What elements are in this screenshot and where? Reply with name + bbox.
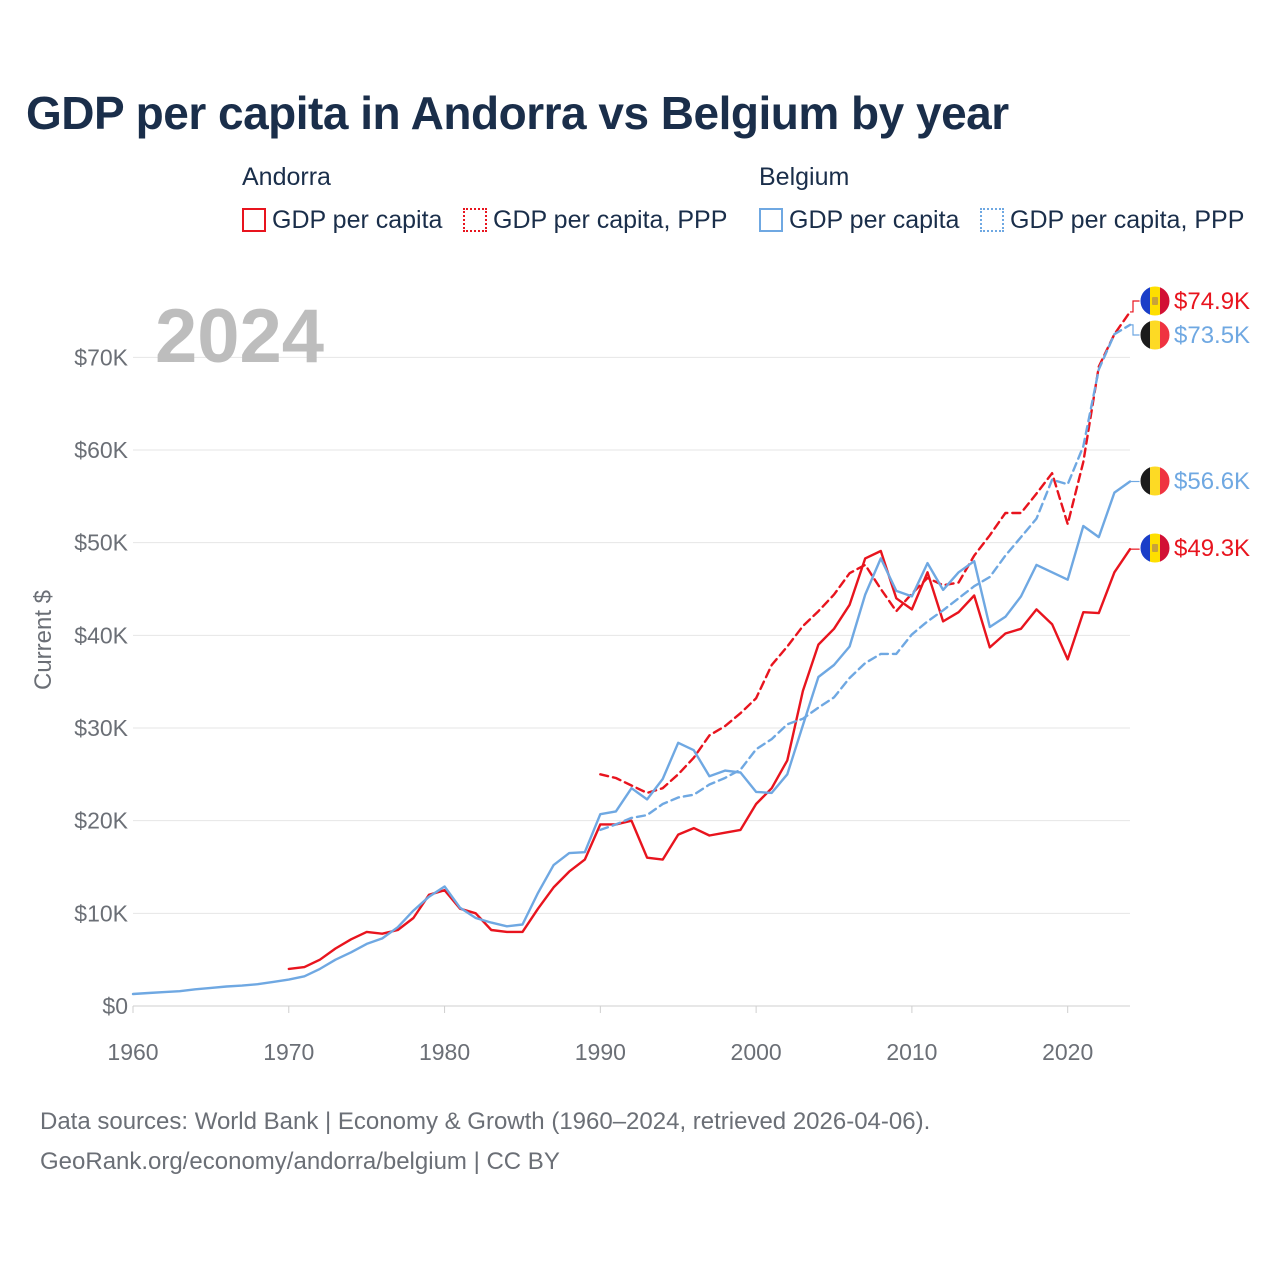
legend-group-andorra: Andorra xyxy=(242,163,331,191)
series-line-0 xyxy=(287,548,1132,971)
legend-label: GDP per capita, PPP xyxy=(1010,205,1245,234)
label-leader-line xyxy=(1130,300,1140,313)
y-tick-label: $40K xyxy=(74,622,128,648)
x-tick-label: 1980 xyxy=(419,1039,470,1065)
flag-stripe xyxy=(1140,320,1150,350)
flag-ring xyxy=(1139,285,1171,317)
y-tick-label: $50K xyxy=(74,530,128,556)
line-chart: 2024 $0 $10K $20K $30K $40K $50K $60K $70K 1960 1… xyxy=(30,285,1250,1065)
legend-swatch-dotted-red xyxy=(463,208,487,232)
flag-stripe xyxy=(1140,533,1150,563)
legend-swatch-solid-blue xyxy=(759,208,783,232)
flag-ring xyxy=(1139,319,1171,351)
end-value-label: $56.6K xyxy=(1174,468,1250,495)
x-tick-label: 1960 xyxy=(107,1039,158,1065)
legend-group-belgium: Belgium xyxy=(759,163,850,191)
belgium-flag xyxy=(1140,320,1170,350)
legend-swatch-dotted-blue xyxy=(980,208,1004,232)
y-axis-title: Current $ xyxy=(30,590,57,690)
legend-andorra-gdp[interactable]: GDP per capita xyxy=(242,205,442,235)
series-line-3 xyxy=(599,323,1132,832)
flag-stripe xyxy=(1160,286,1170,316)
y-tick-label: $70K xyxy=(74,344,128,370)
flag-stripe xyxy=(1150,320,1160,350)
legend-label: GDP per capita xyxy=(272,205,443,234)
y-tick-label: $10K xyxy=(74,900,128,926)
flag-stripe xyxy=(1160,533,1170,563)
footer-url: GeoRank.org/economy/andorra/belgium | CC… xyxy=(40,1148,560,1175)
x-tick-label: 1970 xyxy=(263,1039,314,1065)
andorra-flag xyxy=(1140,286,1170,316)
label-leader-line xyxy=(1130,324,1140,336)
flag-ring xyxy=(1139,532,1171,564)
x-tick-label: 2020 xyxy=(1042,1039,1093,1065)
x-tick-label: 2010 xyxy=(886,1039,937,1065)
flag-emblem xyxy=(1152,544,1158,552)
legend-belgium-gdp[interactable]: GDP per capita xyxy=(759,205,959,235)
series-line-1 xyxy=(599,310,1132,795)
flag-stripe xyxy=(1140,466,1150,496)
legend-label: GDP per capita xyxy=(789,205,960,234)
x-tick-label: 1990 xyxy=(575,1039,626,1065)
end-value-label: $74.9K xyxy=(1174,288,1250,315)
flag-ring xyxy=(1139,465,1171,497)
belgium-flag xyxy=(1140,466,1170,496)
footer-sources: Data sources: World Bank | Economy & Gro… xyxy=(40,1108,931,1135)
year-watermark: 2024 xyxy=(155,294,324,379)
andorra-flag xyxy=(1140,533,1170,563)
y-tick-label: $20K xyxy=(74,808,128,834)
legend-andorra-gdp-ppp[interactable]: GDP per capita, PPP xyxy=(463,205,727,235)
x-tick-label: 2000 xyxy=(731,1039,782,1065)
series-line-2 xyxy=(131,480,1132,996)
y-tick-label: $30K xyxy=(74,715,128,741)
flag-stripe xyxy=(1140,286,1150,316)
y-tick-label: $60K xyxy=(74,437,128,463)
flag-stripe xyxy=(1150,466,1160,496)
legend-swatch-solid-red xyxy=(242,208,266,232)
legend-label: GDP per capita, PPP xyxy=(493,205,728,234)
chart-title: GDP per capita in Andorra vs Belgium by … xyxy=(26,87,1009,139)
legend-belgium-gdp-ppp[interactable]: GDP per capita, PPP xyxy=(980,205,1244,235)
y-tick-label: $0 xyxy=(102,993,128,1019)
flag-emblem xyxy=(1152,297,1158,305)
end-value-label: $73.5K xyxy=(1174,322,1250,349)
end-value-label: $49.3K xyxy=(1174,535,1250,562)
flag-stripe xyxy=(1160,466,1170,496)
flag-stripe xyxy=(1160,320,1170,350)
